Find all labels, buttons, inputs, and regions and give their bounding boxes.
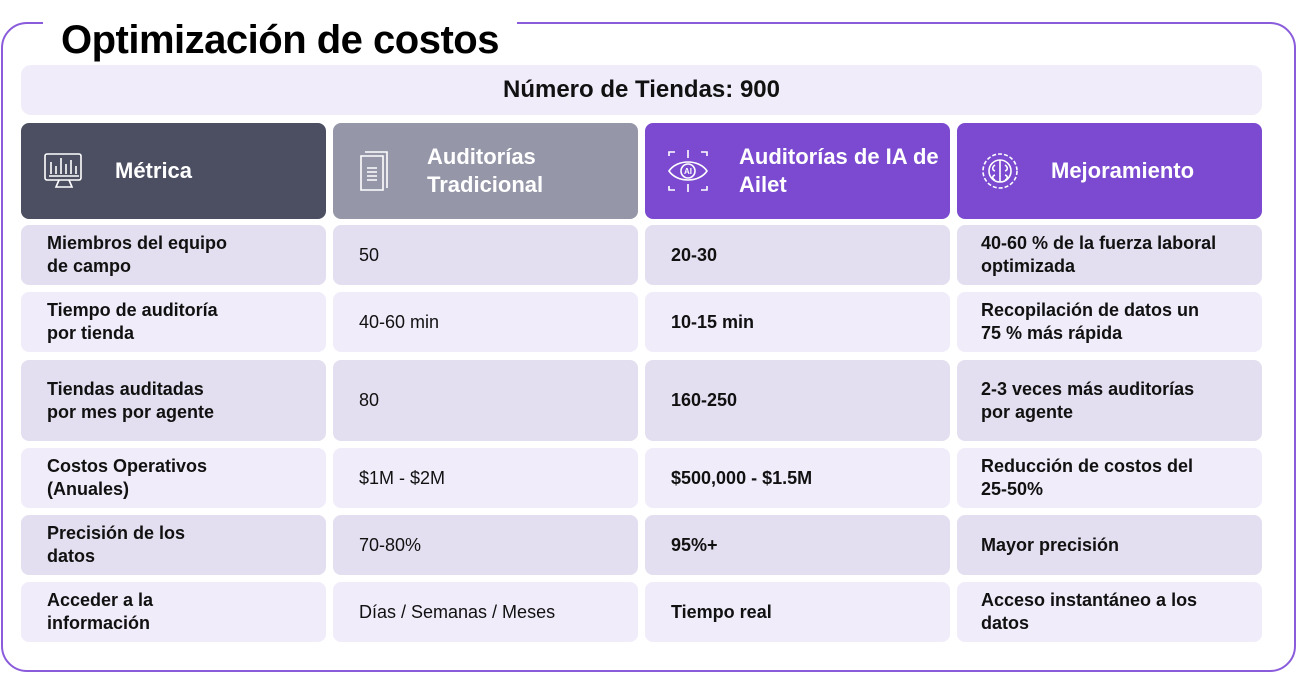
header-label: Métrica [115,158,193,183]
cell-text: 70-80% [359,534,422,555]
brain-gear-icon [977,148,1023,194]
cell-text: Precisión de los datos [47,523,186,566]
cell-text: 40-60 % de la fuerza laboral optimizada [981,233,1217,276]
ai-eye-icon: AI [665,148,711,194]
table-cell-traditional: 50 [333,225,638,285]
table-cell-metric: Costos Operativos (Anuales) [21,448,326,508]
header-metric: Métrica [21,123,326,219]
cell-text: 10-15 min [671,311,755,332]
table-cell-improvement: 40-60 % de la fuerza laboral optimizada [957,225,1262,285]
page-title: Optimización de costos [43,18,517,63]
table-cell-improvement: Recopilación de datos un 75 % más rápida [957,292,1262,352]
cell-text: 2-3 veces más auditorías por agente [981,378,1195,422]
table-cell-ai: $500,000 - $1.5M [645,448,950,508]
cell-text: Recopilación de datos un 75 % más rápida [981,300,1200,343]
cell-text: Miembros del equipo de campo [47,233,228,276]
cell-text: 50 [359,244,380,265]
header-label: Auditorías de IA de Ailet [739,144,939,197]
cell-text: 80 [359,390,380,410]
header-label: Mejoramiento [1051,158,1195,183]
cell-text: 20-30 [671,244,718,265]
cell-text: 40-60 min [359,311,440,332]
cell-text: Costos Operativos (Anuales) [47,456,208,499]
svg-text:AI: AI [684,167,692,176]
cell-text: Acceso instantáneo a los datos [981,590,1198,633]
table-cell-ai: 20-30 [645,225,950,285]
table-cell-ai: 10-15 min [645,292,950,352]
cell-text: Acceder a la información [47,590,154,633]
table-cell-metric: Miembros del equipo de campo [21,225,326,285]
document-icon [353,148,399,194]
table-cell-ai: 160-250 [645,360,950,441]
table-cell-metric: Acceder a la información [21,582,326,642]
cell-text: Mayor precisión [981,534,1120,555]
table-cell-traditional: Días / Semanas / Meses [333,582,638,642]
header-improvement: Mejoramiento [957,123,1262,219]
table-cell-metric: Tiendas auditadas por mes por agente [21,360,326,441]
table-cell-traditional: $1M - $2M [333,448,638,508]
cell-text: Días / Semanas / Meses [359,601,556,622]
header-ai: AI Auditorías de IA de Ailet [645,123,950,219]
header-traditional: Auditorías Tradicional [333,123,638,219]
cell-text: Tiendas auditadas por mes por agente [47,378,215,422]
table-cell-traditional: 40-60 min [333,292,638,352]
header-label: Auditorías Tradicional [427,144,544,197]
table-cell-ai: 95%+ [645,515,950,575]
cell-text: $500,000 - $1.5M [671,467,813,488]
cell-text: Tiempo de auditoría por tienda [47,300,218,343]
table-cell-metric: Precisión de los datos [21,515,326,575]
table-cell-improvement: Acceso instantáneo a los datos [957,582,1262,642]
card-frame: Optimización de costos [1,18,1296,672]
cell-text: 95%+ [671,534,718,555]
table-cell-ai: Tiempo real [645,582,950,642]
table-cell-traditional: 70-80% [333,515,638,575]
table-cell-improvement: Mayor precisión [957,515,1262,575]
monitor-chart-icon [41,148,87,194]
cell-text: Reducción de costos del 25-50% [981,456,1194,499]
cell-text: Tiempo real [671,601,772,622]
cell-text: $1M - $2M [359,467,446,488]
table-cell-traditional: 80 [333,360,638,441]
table-cell-improvement: Reducción de costos del 25-50% [957,448,1262,508]
table-cell-improvement: 2-3 veces más auditorías por agente [957,360,1262,441]
table-cell-metric: Tiempo de auditoría por tienda [21,292,326,352]
store-count-banner: Número de Tiendas: 900 [21,65,1262,115]
cell-text: 160-250 [671,390,738,410]
